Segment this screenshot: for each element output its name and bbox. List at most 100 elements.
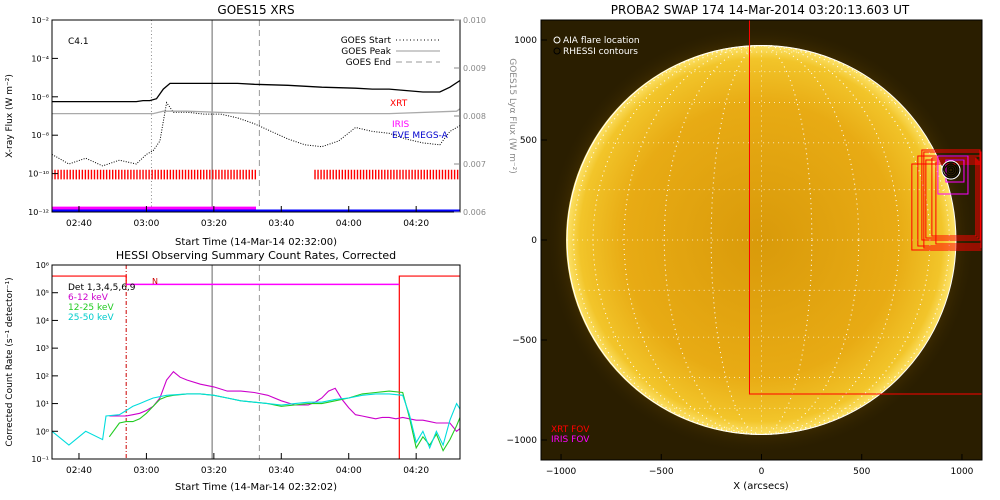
goes-left-tick-label: 10⁻⁸ xyxy=(31,131,49,140)
goes-left-tick-label: 10⁻¹² xyxy=(28,208,49,217)
hessi-ylabel: Corrected Count Rate (s⁻¹ detector⁻¹) xyxy=(5,277,15,446)
swap-legend: AIA flare location RHESSI contours xyxy=(553,36,640,57)
xrt-fov-box xyxy=(921,149,981,241)
swap-x-tick-label: −500 xyxy=(649,467,674,477)
swap-meridian xyxy=(623,45,900,435)
goes-panel: GOES15 XRS 10⁻² 10⁻⁴ 10⁻⁶ 10⁻⁸ 10⁻¹⁰ 10⁻¹² 0.0… xyxy=(5,3,517,248)
goes-class-label: C4.1 xyxy=(68,37,89,47)
goes-right-tick-label: 0.008 xyxy=(463,112,486,121)
hessi-x-tick-label: 03:40 xyxy=(268,466,294,476)
hessi-series-2 xyxy=(52,393,460,450)
hessi-panel: HESSI Observing Summary Count Rates, Cor… xyxy=(5,249,461,493)
xrt-fov-box xyxy=(923,151,982,249)
goes-xlabel: Start Time (14-Mar-14 02:32:00) xyxy=(175,237,337,248)
swap-legend-rhessi: RHESSI contours xyxy=(563,47,638,57)
legend-goes-end: GOES End xyxy=(346,58,391,68)
legend-goes-start: GOES Start xyxy=(341,36,392,46)
swap-x-tick-label: 0 xyxy=(759,467,765,477)
swap-x-tick-label: 500 xyxy=(853,467,870,477)
goes-x-tick-label: 03:20 xyxy=(201,219,227,229)
hessi-x-tick-label: 04:00 xyxy=(336,466,362,476)
swap-y-tick-label: −500 xyxy=(512,336,537,346)
goes-right-tick-label: 0.009 xyxy=(463,64,486,73)
goes-series-2 xyxy=(52,108,460,115)
goes-right-tick-label: 0.007 xyxy=(463,160,486,169)
hessi-axes: 10⁶ 10⁵ 10⁴ 10³ 10² 10¹ 10⁰ 10⁻¹ 02:40 03:00 03:20… xyxy=(31,261,429,476)
iris-fov-box xyxy=(945,159,965,183)
hessi-series-0 xyxy=(109,370,460,433)
hessi-y-tick-label: 10² xyxy=(36,372,49,381)
goes-title: GOES15 XRS xyxy=(217,3,294,17)
goes-ylabel-left: X-ray Flux (W m⁻²) xyxy=(5,74,15,158)
swap-y-tick-label: 1000 xyxy=(514,36,537,46)
swap-image xyxy=(541,20,982,460)
goes-axes: 10⁻² 10⁻⁴ 10⁻⁶ 10⁻⁸ 10⁻¹⁰ 10⁻¹² 0.010 0.009 0.00… xyxy=(28,16,486,229)
hessi-x-tick-label: 03:00 xyxy=(133,466,159,476)
legend-hessi-det: Det 1,3,4,5,6,9 xyxy=(68,283,136,293)
goes-right-tick-label: 0.006 xyxy=(463,208,486,217)
swap-panel: PROBA2 SWAP 174 14-Mar-2014 03:20:13.603… xyxy=(507,3,983,492)
label-iris: IRIS xyxy=(392,120,410,130)
rhessi-contour xyxy=(948,167,954,173)
goes-x-tick-label: 04:20 xyxy=(403,219,429,229)
hessi-plot-area xyxy=(52,265,460,459)
swap-iris-fov-label: IRIS FOV xyxy=(551,435,590,445)
swap-title: PROBA2 SWAP 174 14-Mar-2014 03:20:13.603… xyxy=(611,3,910,17)
goes-ylabel-right: GOES15 Lyα Flux (W m⁻²) xyxy=(507,58,517,174)
hessi-y-tick-label: 10³ xyxy=(36,344,49,353)
hessi-x-tick-label: 03:20 xyxy=(201,466,227,476)
goes-frame xyxy=(51,19,461,213)
goes-x-tick-label: 03:00 xyxy=(133,219,159,229)
label-eve: EVE MEGS-A xyxy=(392,131,449,141)
hessi-y-tick-label: 10⁵ xyxy=(36,289,49,298)
hessi-red-flag-2 xyxy=(398,275,460,459)
goes-x-tick-label: 04:00 xyxy=(336,219,362,229)
rhessi-contour xyxy=(942,161,960,179)
rhessi-contour xyxy=(946,165,956,175)
goes-left-tick-label: 10⁻¹⁰ xyxy=(28,170,49,179)
swap-y-tick-label: 0 xyxy=(531,236,537,246)
iris-fov-box xyxy=(937,155,969,195)
goes-left-tick-label: 10⁻⁶ xyxy=(31,93,49,102)
goes-plot-area xyxy=(52,20,460,212)
hessi-x-tick-label: 02:40 xyxy=(66,466,92,476)
swap-y-tick-label: −1000 xyxy=(507,436,538,446)
swap-x-tick-label: −1000 xyxy=(546,467,577,477)
hessi-y-tick-label: 10⁰ xyxy=(36,427,49,436)
swap-meridian xyxy=(710,45,813,435)
goes-x-tick-label: 03:40 xyxy=(268,219,294,229)
legend-hessi-12-25: 12-25 keV xyxy=(68,303,114,313)
goes-left-tick-label: 10⁻⁴ xyxy=(31,54,49,63)
rhessi-legend-marker xyxy=(553,47,561,55)
legend-hessi-6-12: 6-12 keV xyxy=(68,293,109,303)
xrt-fov-box xyxy=(931,157,977,237)
hessi-legend: Det 1,3,4,5,6,9 6-12 keV 12-25 keV 25-50… xyxy=(68,283,136,323)
rhessi-contour xyxy=(944,163,958,177)
aia-legend-marker xyxy=(553,36,561,44)
swap-x-tick-label: 1000 xyxy=(951,467,974,477)
swap-axes: −1000 −500 0 500 1000 1000 500 0 −500 −1000 xyxy=(507,36,974,477)
hessi-series-1 xyxy=(108,390,460,452)
xrt-coverage-bar-1 xyxy=(314,169,459,180)
hessi-title: HESSI Observing Summary Count Rates, Cor… xyxy=(116,249,396,262)
swap-xlabel: X (arcsecs) xyxy=(733,481,789,492)
goes-x-tick-label: 02:40 xyxy=(66,219,92,229)
legend-hessi-25-50: 25-50 keV xyxy=(68,313,114,323)
goes-legend: GOES Start GOES Peak GOES End xyxy=(341,36,440,68)
hessi-y-tick-label: 10⁶ xyxy=(36,261,49,270)
hessi-n-marker: N xyxy=(152,277,158,286)
goes-series-1 xyxy=(52,101,460,167)
swap-xrt-fov-label: XRT FOV xyxy=(551,425,590,435)
hessi-xlabel: Start Time (14-Mar-14 02:32:02) xyxy=(175,482,337,493)
hessi-y-tick-label: 10⁴ xyxy=(36,316,49,325)
legend-goes-peak: GOES Peak xyxy=(341,47,391,57)
swap-legend-aia: AIA flare location xyxy=(563,36,640,46)
goes-right-tick-label: 0.010 xyxy=(463,16,486,25)
goes-series-0 xyxy=(52,79,460,103)
swap-y-tick-label: 500 xyxy=(520,136,537,146)
hessi-frame xyxy=(51,264,461,460)
hessi-y-tick-label: 10¹ xyxy=(36,400,49,409)
label-xrt: XRT xyxy=(390,99,408,109)
xrt-coverage-bar-0 xyxy=(52,169,257,180)
